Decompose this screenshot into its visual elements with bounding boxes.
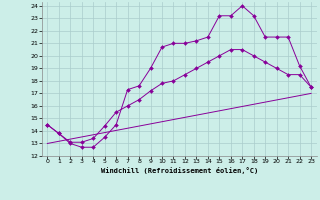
X-axis label: Windchill (Refroidissement éolien,°C): Windchill (Refroidissement éolien,°C) xyxy=(100,167,258,174)
